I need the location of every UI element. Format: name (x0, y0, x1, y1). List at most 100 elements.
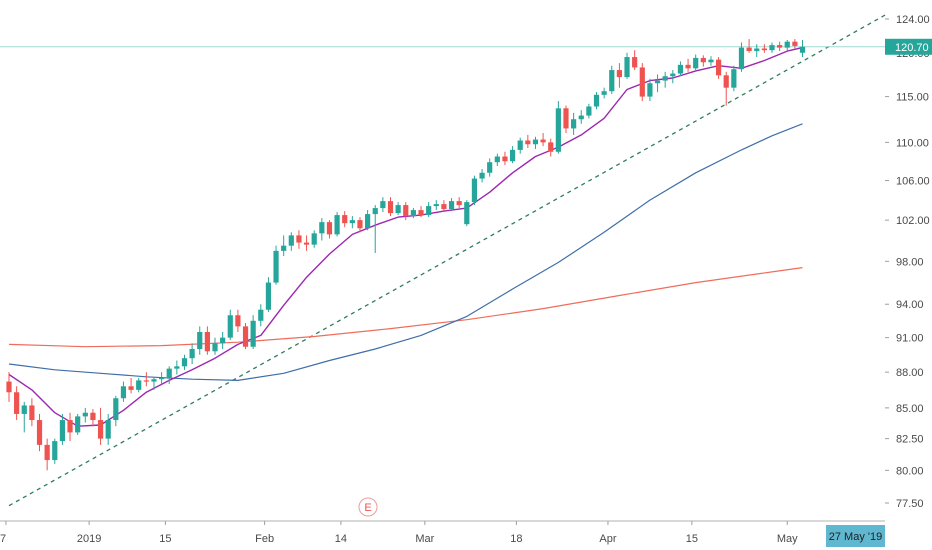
candle-body (670, 73, 676, 77)
candle-body (777, 45, 783, 48)
candle-body (624, 57, 630, 78)
candle-body (189, 349, 195, 359)
candle-body (441, 204, 447, 210)
candle-body (754, 48, 760, 52)
candle-body (494, 156, 500, 163)
candle-body (639, 67, 645, 97)
candle-body (563, 108, 569, 129)
candle-body (44, 444, 50, 461)
candle-body (632, 57, 638, 68)
ma-long-line (8, 267, 803, 348)
candle-body (784, 41, 790, 48)
candle-body (769, 45, 775, 51)
candle-body (52, 441, 58, 461)
candle-body (365, 214, 371, 229)
candle-body (540, 139, 546, 143)
candle-body (746, 47, 752, 52)
candle-body (593, 94, 600, 107)
candle-body (136, 380, 142, 390)
candle-body (36, 420, 43, 445)
candle-body (220, 337, 226, 344)
y-tick-label: 98.00 (896, 256, 924, 268)
candle-body (6, 381, 12, 393)
y-tick-label: 77.50 (896, 498, 924, 510)
candle-body (334, 215, 340, 235)
candle-body (227, 315, 233, 338)
candle-body (166, 368, 172, 379)
candle-body (525, 140, 531, 145)
x-tick-label: 15 (686, 533, 698, 545)
candle-body (548, 142, 554, 152)
x-tick-label: May (777, 533, 798, 545)
candle-body (532, 139, 539, 145)
candle-body (571, 119, 577, 129)
candle-body (59, 420, 66, 442)
candle-body (647, 83, 653, 97)
price-axis[interactable]: 124.00120.00115.00110.00106.00102.0098.0… (885, 14, 932, 510)
candle-body (265, 282, 272, 310)
candle-body (387, 201, 394, 214)
candle-body (479, 172, 485, 179)
candle-body (120, 386, 127, 399)
candle-body (75, 416, 81, 433)
candle-body (502, 156, 508, 162)
earnings-marker-label: E (364, 502, 371, 514)
candle-body (555, 108, 561, 152)
y-tick-label: 124.00 (896, 14, 930, 26)
earnings-marker (358, 497, 378, 517)
candle-body (410, 210, 416, 217)
candle-body (403, 205, 409, 217)
candle-body (97, 420, 104, 439)
x-tick-label: 7 (0, 533, 6, 545)
candle-body (609, 70, 615, 92)
candle-body (693, 57, 699, 69)
candle-body (738, 47, 745, 70)
candle-body (433, 204, 439, 207)
candle-body (380, 201, 386, 209)
candle-body (342, 215, 348, 224)
candle-body (372, 208, 378, 215)
y-tick-label: 110.00 (896, 137, 929, 149)
candle-body (464, 202, 470, 225)
candle-body (242, 326, 249, 347)
candle-body (128, 386, 134, 390)
time-axis[interactable]: 7 2019 15 Feb 14 Mar 18 Apr 15 May 27 May '19 (0, 520, 885, 547)
candle-body (303, 242, 310, 245)
candle-body (281, 245, 287, 251)
candle-body (90, 412, 96, 421)
y-tick-label: 82.50 (896, 434, 924, 446)
candle-body (731, 69, 737, 88)
candle-body (311, 233, 317, 245)
candle-body (708, 59, 714, 63)
y-tick-label: 85.00 (896, 403, 924, 415)
candle-body (113, 398, 119, 421)
candle-body (174, 366, 180, 369)
candle-body (715, 59, 722, 76)
candle-body (273, 250, 279, 283)
candle-body (349, 220, 355, 224)
y-tick-label: 94.00 (896, 299, 924, 311)
candle-body (29, 405, 35, 421)
last-price-badge (885, 38, 932, 55)
candle-body (418, 210, 424, 216)
candle-body (181, 358, 188, 367)
ma-short-line (8, 46, 803, 427)
candle-body (82, 412, 88, 417)
candle-body (143, 380, 149, 382)
candle-body (105, 420, 111, 439)
x-tick-label: Feb (255, 533, 274, 545)
y-tick-label: 88.00 (896, 367, 924, 379)
date-badge-label: 27 May '19 (829, 531, 882, 543)
candle-body (296, 235, 302, 243)
candle-body (700, 57, 706, 63)
y-tick-label: 80.00 (896, 465, 924, 477)
candle-body (319, 222, 325, 234)
y-tick-label: 91.00 (896, 333, 924, 345)
candle-body (426, 206, 432, 216)
last-price-label: 120.70 (895, 42, 929, 54)
candle-body (509, 149, 516, 162)
candle-body (723, 75, 729, 88)
candle-body (235, 315, 241, 327)
